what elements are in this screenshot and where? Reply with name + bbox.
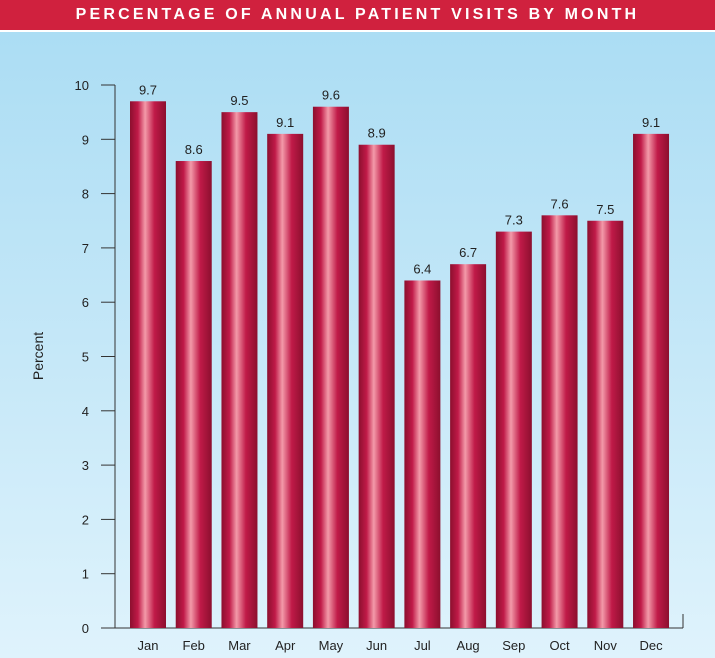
x-tick-label: Nov bbox=[594, 638, 618, 653]
bars bbox=[130, 101, 670, 629]
bar-may bbox=[312, 106, 349, 629]
x-tick-label: Dec bbox=[639, 638, 663, 653]
data-label: 9.5 bbox=[230, 93, 248, 108]
y-tick-label: 4 bbox=[82, 404, 89, 419]
y-tick-label: 0 bbox=[82, 621, 89, 636]
x-tick-label: Jan bbox=[138, 638, 159, 653]
x-tick-label: Feb bbox=[183, 638, 205, 653]
data-label: 8.9 bbox=[368, 126, 386, 141]
x-tick-label: May bbox=[319, 638, 344, 653]
bar-nov bbox=[587, 220, 624, 628]
data-label: 6.4 bbox=[413, 261, 431, 276]
bar-jul bbox=[404, 280, 441, 628]
y-tick-label: 7 bbox=[82, 241, 89, 256]
x-tick-label: Oct bbox=[549, 638, 570, 653]
bar-dec bbox=[633, 133, 670, 628]
y-tick-label: 5 bbox=[82, 350, 89, 365]
y-tick-label: 3 bbox=[82, 458, 89, 473]
labels: 9.7 Jan 8.6 Feb 9.5 Mar 9.1 Apr 9.6 May 8.9 Jun 6.4 J… bbox=[138, 82, 664, 653]
data-label: 9.6 bbox=[322, 88, 340, 103]
x-tick-label: Apr bbox=[275, 638, 296, 653]
data-label: 9.1 bbox=[642, 115, 660, 130]
data-label: 8.6 bbox=[185, 142, 203, 157]
data-label: 7.6 bbox=[551, 196, 569, 211]
bar-jun bbox=[358, 144, 395, 629]
bar-oct bbox=[541, 215, 578, 628]
y-tick-label: 8 bbox=[82, 187, 89, 202]
x-tick-label: Jun bbox=[366, 638, 387, 653]
y-tick-label: 6 bbox=[82, 295, 89, 310]
x-tick-label: Aug bbox=[457, 638, 480, 653]
chart-title: PERCENTAGE OF ANNUAL PATIENT VISITS BY M… bbox=[75, 6, 640, 23]
bar-sep bbox=[495, 231, 532, 629]
y-axis-title: Percent bbox=[30, 332, 46, 380]
bar-aug bbox=[450, 264, 487, 628]
data-label: 6.7 bbox=[459, 245, 477, 260]
bar-jan bbox=[130, 101, 166, 629]
y-tick-label: 2 bbox=[82, 512, 89, 527]
bar-feb bbox=[175, 161, 212, 628]
data-label: 7.5 bbox=[596, 202, 614, 217]
data-label: 9.1 bbox=[276, 115, 294, 130]
y-tick-label: 10 bbox=[75, 78, 89, 93]
x-tick-label: Jul bbox=[414, 638, 431, 653]
y-tick-label: 9 bbox=[82, 132, 89, 147]
title-bar: PERCENTAGE OF ANNUAL PATIENT VISITS BY M… bbox=[0, 0, 715, 32]
bar-apr bbox=[267, 133, 304, 628]
data-label: 7.3 bbox=[505, 213, 523, 228]
bar-mar bbox=[221, 112, 258, 628]
data-label: 9.7 bbox=[139, 82, 157, 97]
x-tick-label: Mar bbox=[228, 638, 251, 653]
y-tick-label: 1 bbox=[82, 567, 89, 582]
x-tick-label: Sep bbox=[502, 638, 525, 653]
